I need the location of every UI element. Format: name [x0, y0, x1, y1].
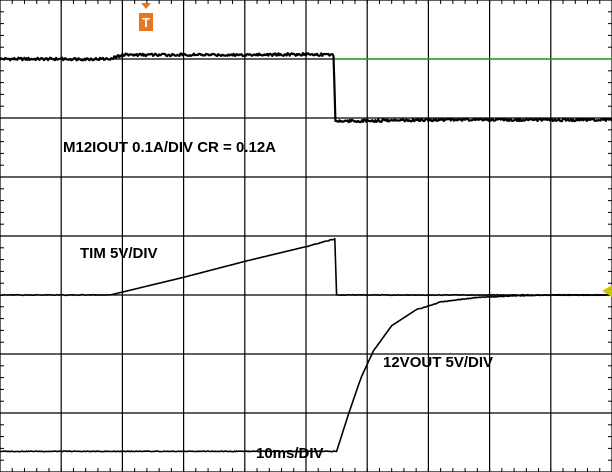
trigger-marker-box: [139, 13, 153, 31]
trigger-marker-icon: T: [139, 3, 153, 31]
trace-tim: [0, 237, 612, 297]
trace-12vout: [0, 293, 612, 453]
traces: [0, 52, 612, 453]
trace-m12iout: [0, 52, 612, 124]
current-label: M12IOUT 0.1A/DIV CR = 0.12A: [63, 139, 276, 156]
ground-marker-icon: [602, 285, 612, 297]
trigger-marker-arrow: [141, 3, 151, 9]
tim-label: TIM 5V/DIV: [80, 245, 158, 262]
vout-label: 12VOUT 5V/DIV: [383, 354, 493, 371]
annotations: M12IOUT 0.1A/DIV CR = 0.12A TIM 5V/DIV 1…: [63, 139, 493, 462]
timebase-label: 10ms/DIV: [256, 445, 324, 462]
markers: T: [139, 3, 612, 297]
trigger-marker-letter: T: [142, 15, 150, 30]
